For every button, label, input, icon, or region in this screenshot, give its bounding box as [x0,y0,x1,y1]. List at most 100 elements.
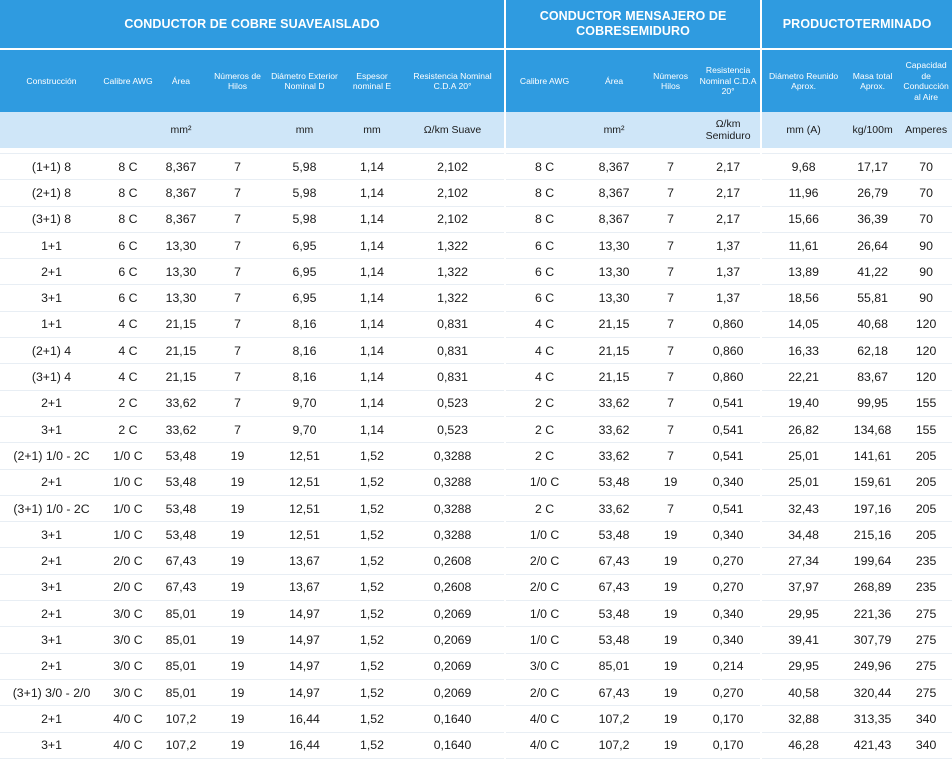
construction-cell: (2+1) 8 [0,179,103,207]
spacer-cell [0,148,952,154]
table-cell: 2 C [504,442,584,470]
table-cell: 2,17 [696,153,762,181]
table-cell: 19 [645,521,697,549]
col-header-hilos: Números de Hilos [209,49,266,112]
table-cell: 7 [209,311,266,339]
table-cell: 275 [900,679,952,707]
table-cell: 0,523 [401,416,506,444]
table-cell: 53,48 [153,469,209,496]
table-cell: 21,15 [583,337,646,365]
table-cell: 1,14 [343,311,401,339]
table-cell: 53,48 [583,521,646,549]
table-cell: 7 [645,258,697,286]
table-cell: 32,88 [760,705,846,733]
table-cell: 19 [209,705,266,733]
table-cell: 85,01 [153,626,209,654]
table-cell: 0,2069 [401,679,506,707]
table-cell: 13,89 [760,258,846,286]
construction-cell: 1+1 [0,232,103,260]
table-cell: 90 [900,284,952,312]
table-row: (2+1) 1/0 - 2C 1/0 C 53,48 19 12,51 1,52 0,328… [0,442,952,470]
column-header-row: Construcción Calibre AWG Área Números de… [0,49,952,112]
table-cell: 1,14 [343,390,401,417]
table-cell: 16,44 [266,705,343,733]
table-cell: 4 C [504,337,584,365]
table-cell: 19 [209,442,266,470]
table-row: (3+1) 1/0 - 2C 1/0 C 53,48 19 12,51 1,52 0,328… [0,495,952,523]
construction-cell: 2+1 [0,705,103,733]
col-header-espesor: Espesor nominal E [343,49,401,112]
table-cell: 4 C [504,363,584,391]
table-cell: 0,2069 [401,626,506,654]
table-cell: 107,2 [153,705,209,733]
construction-cell: 3+1 [0,626,103,654]
table-cell: 55,81 [845,284,901,312]
table-cell: 221,36 [845,600,901,628]
table-cell: 7 [645,206,697,233]
table-cell: 8 C [103,179,153,207]
table-cell: 159,61 [845,469,901,496]
table-cell: 13,30 [153,284,209,312]
table-cell: 320,44 [845,679,901,707]
table-cell: 15,66 [760,206,846,233]
table-cell: 7 [209,258,266,286]
table-cell: 205 [900,442,952,470]
table-cell: 90 [900,232,952,260]
table-cell: 19,40 [760,390,846,417]
table-cell: 19 [645,705,697,733]
col-header-calibre-mensajero: Calibre AWG [504,49,584,112]
table-cell: 340 [900,705,952,733]
table-cell: 19 [645,600,697,628]
table-cell: 275 [900,626,952,654]
table-cell: 2/0 C [504,679,584,707]
table-row: 3+1 2 C 33,62 7 9,70 1,14 0,523 2 C 33,62 7 0,541 2… [0,416,952,444]
table-cell: 19 [645,653,697,680]
table-cell: 12,51 [266,469,343,496]
table-cell: 8,367 [153,206,209,233]
table-cell: 13,30 [153,232,209,260]
construction-cell: 2+1 [0,547,103,575]
table-cell: 7 [645,284,697,312]
table-cell: 14,05 [760,311,846,339]
table-cell: 1,322 [401,232,506,260]
construction-cell: 1+1 [0,311,103,339]
table-cell: 6 C [504,258,584,286]
table-cell: 7 [209,363,266,391]
table-cell: 1,52 [343,495,401,523]
table-cell: 21,15 [153,337,209,365]
table-cell: 8 C [504,153,584,181]
table-cell: 6 C [504,284,584,312]
table-cell: 67,43 [583,679,646,707]
col-header-resistencia-mensajero: Resistencia Nominal C.D.A 20° [696,49,762,112]
table-cell: 1,52 [343,653,401,680]
col-header-resistencia: Resistencia Nominal C.D.A 20° [401,49,506,112]
table-cell: 19 [209,679,266,707]
group-header-messenger: CONDUCTOR MENSAJERO DE COBRESEMIDURO [504,0,762,50]
table-cell: 6,95 [266,284,343,312]
table-cell: 1,52 [343,442,401,470]
table-cell: 1,52 [343,600,401,628]
table-cell: 39,41 [760,626,846,654]
table-cell: 8 C [504,179,584,207]
table-cell: 0,270 [696,547,762,575]
table-cell: 7 [209,206,266,233]
table-cell: 25,01 [760,469,846,496]
table-cell: 155 [900,416,952,444]
table-cell: 2,17 [696,206,762,233]
table-row: 2+1 6 C 13,30 7 6,95 1,14 1,322 6 C 13,30 7 1,37 13… [0,258,952,286]
unit-cell [209,112,266,148]
table-cell: 1,52 [343,574,401,602]
table-cell: 7 [645,442,697,470]
table-cell: 0,2069 [401,600,506,628]
table-cell: 0,541 [696,495,762,523]
table-cell: 1/0 C [103,469,153,496]
col-header-diametro-reunido: Diámetro Reunido Aprox. [760,49,846,112]
table-cell: 1,52 [343,521,401,549]
table-cell: 19 [209,574,266,602]
table-cell: 34,48 [760,521,846,549]
table-cell: 41,22 [845,258,901,286]
table-cell: 275 [900,653,952,680]
table-cell: 107,2 [583,705,646,733]
